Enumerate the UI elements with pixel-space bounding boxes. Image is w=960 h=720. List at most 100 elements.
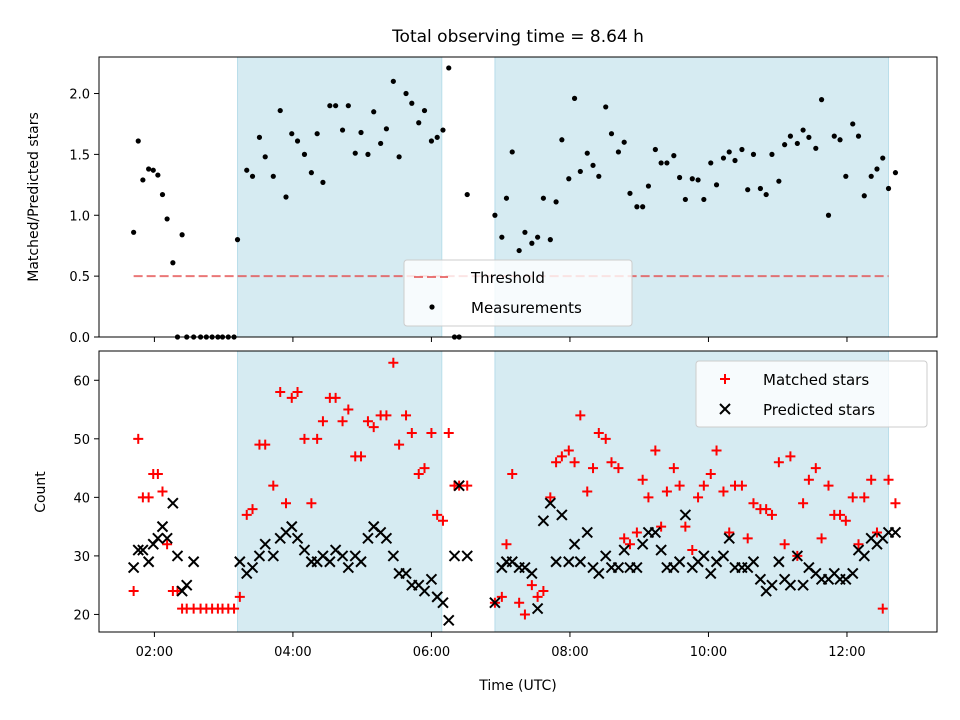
measurement-point (499, 234, 505, 240)
measurement-point (327, 103, 333, 109)
measurement-point (763, 191, 769, 198)
predicted-star-marker (550, 556, 562, 568)
predicted-star-marker (489, 597, 501, 609)
predicted-star-marker (453, 479, 465, 492)
measurement-point (283, 194, 289, 200)
matched-star-marker (816, 533, 827, 544)
matched-star-marker (748, 498, 759, 509)
measurement-point (378, 140, 384, 147)
bottom-x-axis: 02:00 04:00 06:00 08:00 10:00 12:00 (136, 632, 866, 660)
measurement-point (769, 151, 775, 157)
measurement-point (535, 234, 541, 240)
matched-star-marker (711, 445, 722, 456)
measurement-point (270, 173, 276, 179)
measurement-point (256, 134, 263, 140)
measurement-point (333, 103, 339, 109)
matched-star-marker (718, 486, 729, 497)
predicted-star-marker (267, 550, 280, 562)
measurement-point (566, 176, 572, 182)
matched-star-marker (600, 433, 611, 444)
measurement-point (289, 131, 295, 137)
matched-star-marker (388, 357, 399, 368)
matched-star-marker (593, 427, 604, 438)
measurement-point (776, 178, 782, 184)
measurement-point (782, 142, 788, 148)
matched-star-marker (643, 492, 654, 503)
measurement-point (750, 151, 757, 157)
predicted-star-marker (889, 526, 902, 539)
matched-star-marker (698, 480, 709, 491)
measurement-point (352, 150, 358, 156)
matched-star-marker (317, 416, 328, 427)
matched-star-marker (133, 433, 144, 444)
measurement-point (390, 78, 396, 84)
predicted-star-marker (298, 544, 311, 556)
matched-star-marker (343, 404, 354, 415)
matched-star-marker (779, 539, 790, 550)
matched-star-marker (556, 451, 567, 462)
measurement-point (249, 173, 256, 179)
matched-star-marker (362, 416, 373, 427)
predicted-star-marker (355, 556, 367, 568)
measurement-point (850, 121, 856, 127)
measurement-point (874, 166, 880, 172)
top-x-axis (153, 337, 848, 342)
matched-star-marker (619, 533, 630, 544)
legend-matched-label: Matched stars (763, 371, 869, 389)
matched-star-marker (330, 392, 341, 403)
measurement-point (671, 153, 677, 159)
matched-star-marker (268, 480, 279, 491)
measurement-point (446, 65, 452, 71)
measurement-point (701, 196, 707, 203)
predicted-star-marker (342, 561, 355, 574)
predicted-star-marker (791, 550, 804, 562)
measurement-point (140, 177, 146, 183)
measurement-point (664, 160, 670, 166)
predicted-star-marker (291, 532, 304, 545)
matched-star-marker (312, 433, 323, 444)
legend-box (695, 360, 928, 428)
matched-star-marker (280, 498, 291, 509)
y-tick-label: 0.5 (69, 270, 90, 285)
predicted-star-marker (187, 556, 200, 568)
predicted-star-marker (631, 561, 643, 574)
predicted-star-marker (600, 550, 612, 562)
measurement-point (179, 232, 185, 238)
matched-star-marker (668, 463, 679, 474)
predicted-stars-series (127, 479, 902, 626)
predicted-star-marker (531, 602, 544, 615)
figure-title: Total observing time = 8.64 h (391, 27, 644, 47)
matched-star-marker (871, 527, 882, 538)
predicted-star-marker (152, 532, 164, 545)
predicted-star-marker (259, 538, 271, 550)
matched-star-marker (538, 586, 549, 597)
matched-star-marker (650, 445, 661, 456)
legend-predicted-label: Predicted stars (763, 401, 875, 419)
legend-threshold-label: Threshold (470, 269, 545, 287)
predicted-star-marker (418, 585, 431, 597)
predicted-star-marker (636, 538, 649, 550)
measurement-point (584, 150, 590, 156)
matched-star-marker (551, 457, 562, 468)
matched-star-marker (532, 591, 543, 602)
matched-star-marker (545, 492, 556, 503)
measurement-point (634, 204, 640, 210)
matched-star-marker (419, 463, 430, 474)
measurement-point (739, 146, 745, 153)
measurement-point (371, 109, 377, 115)
predicted-star-marker (673, 556, 686, 568)
matched-star-marker (152, 468, 163, 479)
measurement-point (757, 185, 763, 192)
matched-star-marker (275, 386, 286, 397)
legend-measurements-swatch (429, 304, 435, 310)
predicted-star-marker (246, 561, 259, 574)
measurement-point (713, 182, 720, 188)
predicted-star-marker (161, 532, 173, 545)
legend-box (403, 259, 633, 327)
measurement-point (645, 183, 652, 189)
measurement-point (345, 103, 351, 109)
matched-star-marker (368, 422, 379, 433)
measurement-point (301, 151, 308, 157)
matched-star-marker (462, 480, 473, 491)
predicted-star-marker (766, 579, 778, 591)
